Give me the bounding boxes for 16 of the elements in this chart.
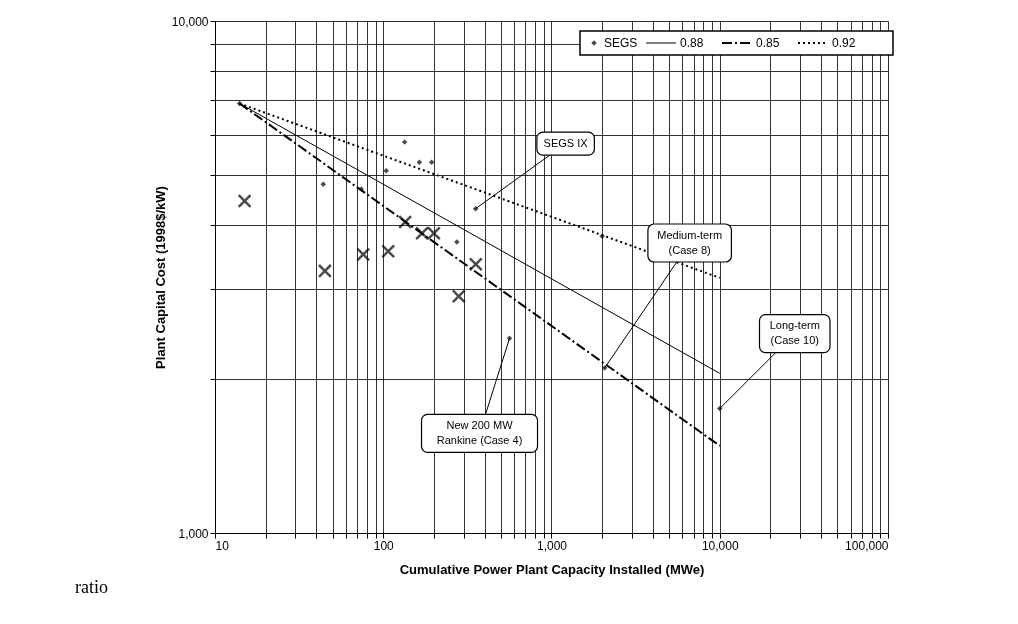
- x-tick-label: 10,000: [701, 538, 739, 553]
- x-axis-title: Cumulative Power Plant Capacity Installed (MWe): [399, 561, 705, 577]
- x-tick-label: 100: [373, 538, 395, 553]
- legend-label: 0.88: [680, 36, 704, 50]
- x-tick-label: 10: [215, 538, 230, 553]
- legend-label: SEGS: [604, 36, 638, 50]
- annotation: New 200 MW Rankine (Case 4): [436, 418, 523, 446]
- legend-label: 0.92: [832, 36, 856, 50]
- x-tick-label: 1,000: [536, 538, 568, 553]
- x-tick-label: 100,000: [845, 538, 889, 553]
- y-axis-title: Plant Capital Cost (1998$/kW): [152, 186, 168, 369]
- annotation: Medium-term (Case 8): [657, 228, 723, 256]
- annotation: SEGS IX: [543, 136, 589, 149]
- annotation: Long-term (Case 10): [769, 319, 820, 347]
- legend-label: 0.85: [756, 36, 780, 50]
- text: ratio: [75, 577, 108, 597]
